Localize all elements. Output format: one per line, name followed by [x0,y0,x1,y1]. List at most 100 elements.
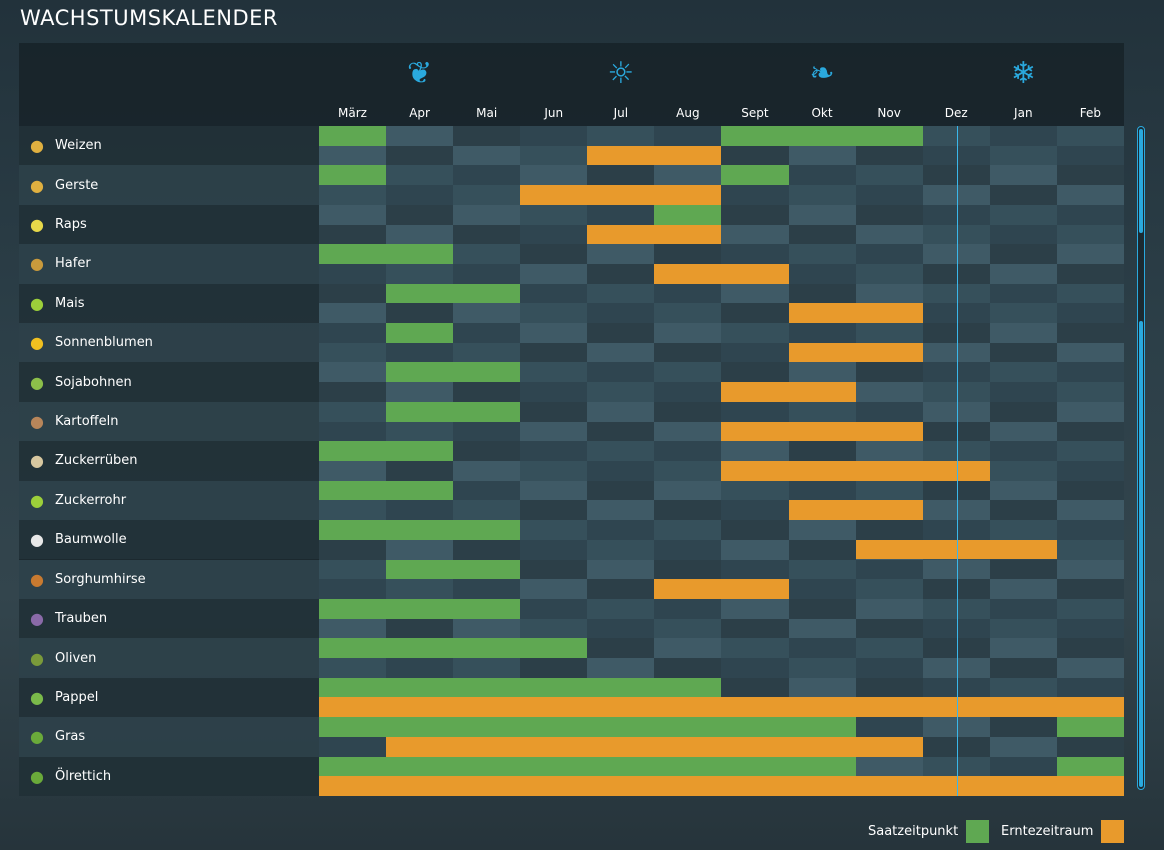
crop-row-3[interactable]: ● Hafer [19,244,319,284]
calendar-cell [1056,283,1125,304]
calendar-cell [319,263,387,285]
crop-row-16[interactable]: ● Ölrettich [19,756,319,796]
calendar-cell [587,598,655,620]
calendar-cell [453,480,521,501]
month-label: Feb [1079,106,1101,120]
calendar-cell [855,598,924,620]
calendar-cell [1056,342,1125,363]
month-label: Mai [476,106,498,120]
harvest-period-bar [386,736,923,757]
calendar-cell [922,145,991,166]
calendar-cell [855,520,924,541]
calendar-cell [989,283,1058,304]
calendar-cell [788,658,857,679]
calendar-cell [855,756,924,777]
sow-period-bar [319,717,856,737]
calendar-cell [721,185,790,206]
crop-row-5[interactable]: ● Sonnenblumen [19,323,319,363]
sunflower-icon: ● [30,333,44,353]
crop-row-7[interactable]: ● Kartoffeln [19,401,319,442]
crop-row-2[interactable]: ● Raps [19,204,319,245]
calendar-cell [855,283,924,304]
calendar-cell [453,342,521,363]
calendar-cell [587,658,655,679]
calendar-cell [520,382,588,403]
grapes-icon: ● [30,609,44,629]
calendar-cell [989,342,1058,363]
calendar-cell [721,145,790,166]
month-label: Jan [1014,106,1033,120]
calendar-cell [319,500,387,521]
calendar-cell [721,500,790,521]
scrollbar-segment[interactable] [1139,321,1143,787]
calendar-cell [721,638,790,659]
crop-row-11[interactable]: ● Sorghumhirse [19,559,319,599]
crop-row-4[interactable]: ● Mais [19,283,319,324]
calendar-cell [386,421,454,442]
calendar-cell [721,224,790,245]
crop-row-1[interactable]: ● Gerste [19,165,319,205]
poplar-icon: ● [30,687,44,707]
calendar-cell [319,185,387,206]
crop-row-15[interactable]: ● Gras [19,717,319,757]
sow-period-bar [386,323,454,343]
crop-name: Zuckerrüben [55,453,138,469]
calendar-cell [788,559,857,580]
calendar-cell [922,756,991,777]
calendar-cell [520,244,588,265]
calendar-cell [587,244,655,265]
crop-name: Sorghumhirse [55,571,146,587]
calendar-cell [654,500,722,521]
calendar-cell [1056,126,1125,147]
calendar-cell [319,382,387,403]
calendar-cell [1056,145,1125,166]
calendar-cell [386,303,454,324]
calendar-cell [587,342,655,363]
calendar-cell [855,559,924,580]
scrollbar[interactable] [1137,126,1145,790]
calendar-cell [855,441,924,462]
crop-row-13[interactable]: ● Oliven [19,638,319,678]
current-date-marker [957,126,958,796]
calendar-cell [587,421,655,442]
calendar-cell [1056,618,1125,639]
calendar-cell [587,323,655,344]
scrollbar-segment[interactable] [1139,129,1143,233]
calendar-cell [855,244,924,265]
crop-name: Zuckerrohr [55,492,127,508]
month-label: Nov [877,106,901,120]
calendar-cell [520,145,588,166]
calendar-cell [1056,224,1125,245]
crop-row-8[interactable]: ● Zuckerrüben [19,441,319,481]
crop-row-0[interactable]: ● Weizen [19,126,319,166]
calendar-cell [386,539,454,560]
calendar-cell [654,283,722,304]
calendar-cell [855,224,924,245]
calendar-cell [1056,421,1125,442]
calendar-cell [520,520,588,541]
calendar-cell [855,618,924,639]
calendar-cell [855,638,924,659]
calendar-cell [989,658,1058,679]
calendar-cell [520,579,588,600]
calendar-cell [788,224,857,245]
crop-row-14[interactable]: ● Pappel [19,677,319,718]
calendar-cell [587,303,655,324]
calendar-cell [654,618,722,639]
crop-row-6[interactable]: ● Sojabohnen [19,362,319,402]
crop-row-10[interactable]: ● Baumwolle [19,520,319,560]
sow-period-bar [319,638,588,659]
calendar-cell [989,460,1058,482]
sow-period-bar [1056,717,1124,737]
calendar-cell [386,342,454,363]
calendar-cell [788,185,857,206]
calendar-cell [788,244,857,265]
calendar-cell [654,126,722,147]
calendar-cell [989,244,1058,265]
calendar-cell [721,323,790,344]
calendar-cell [587,520,655,541]
crop-row-9[interactable]: ● Zuckerrohr [19,480,319,521]
legend-harvest-swatch [1101,820,1125,843]
crop-row-12[interactable]: ● Trauben [19,598,319,639]
harvest-period-bar [721,421,923,442]
